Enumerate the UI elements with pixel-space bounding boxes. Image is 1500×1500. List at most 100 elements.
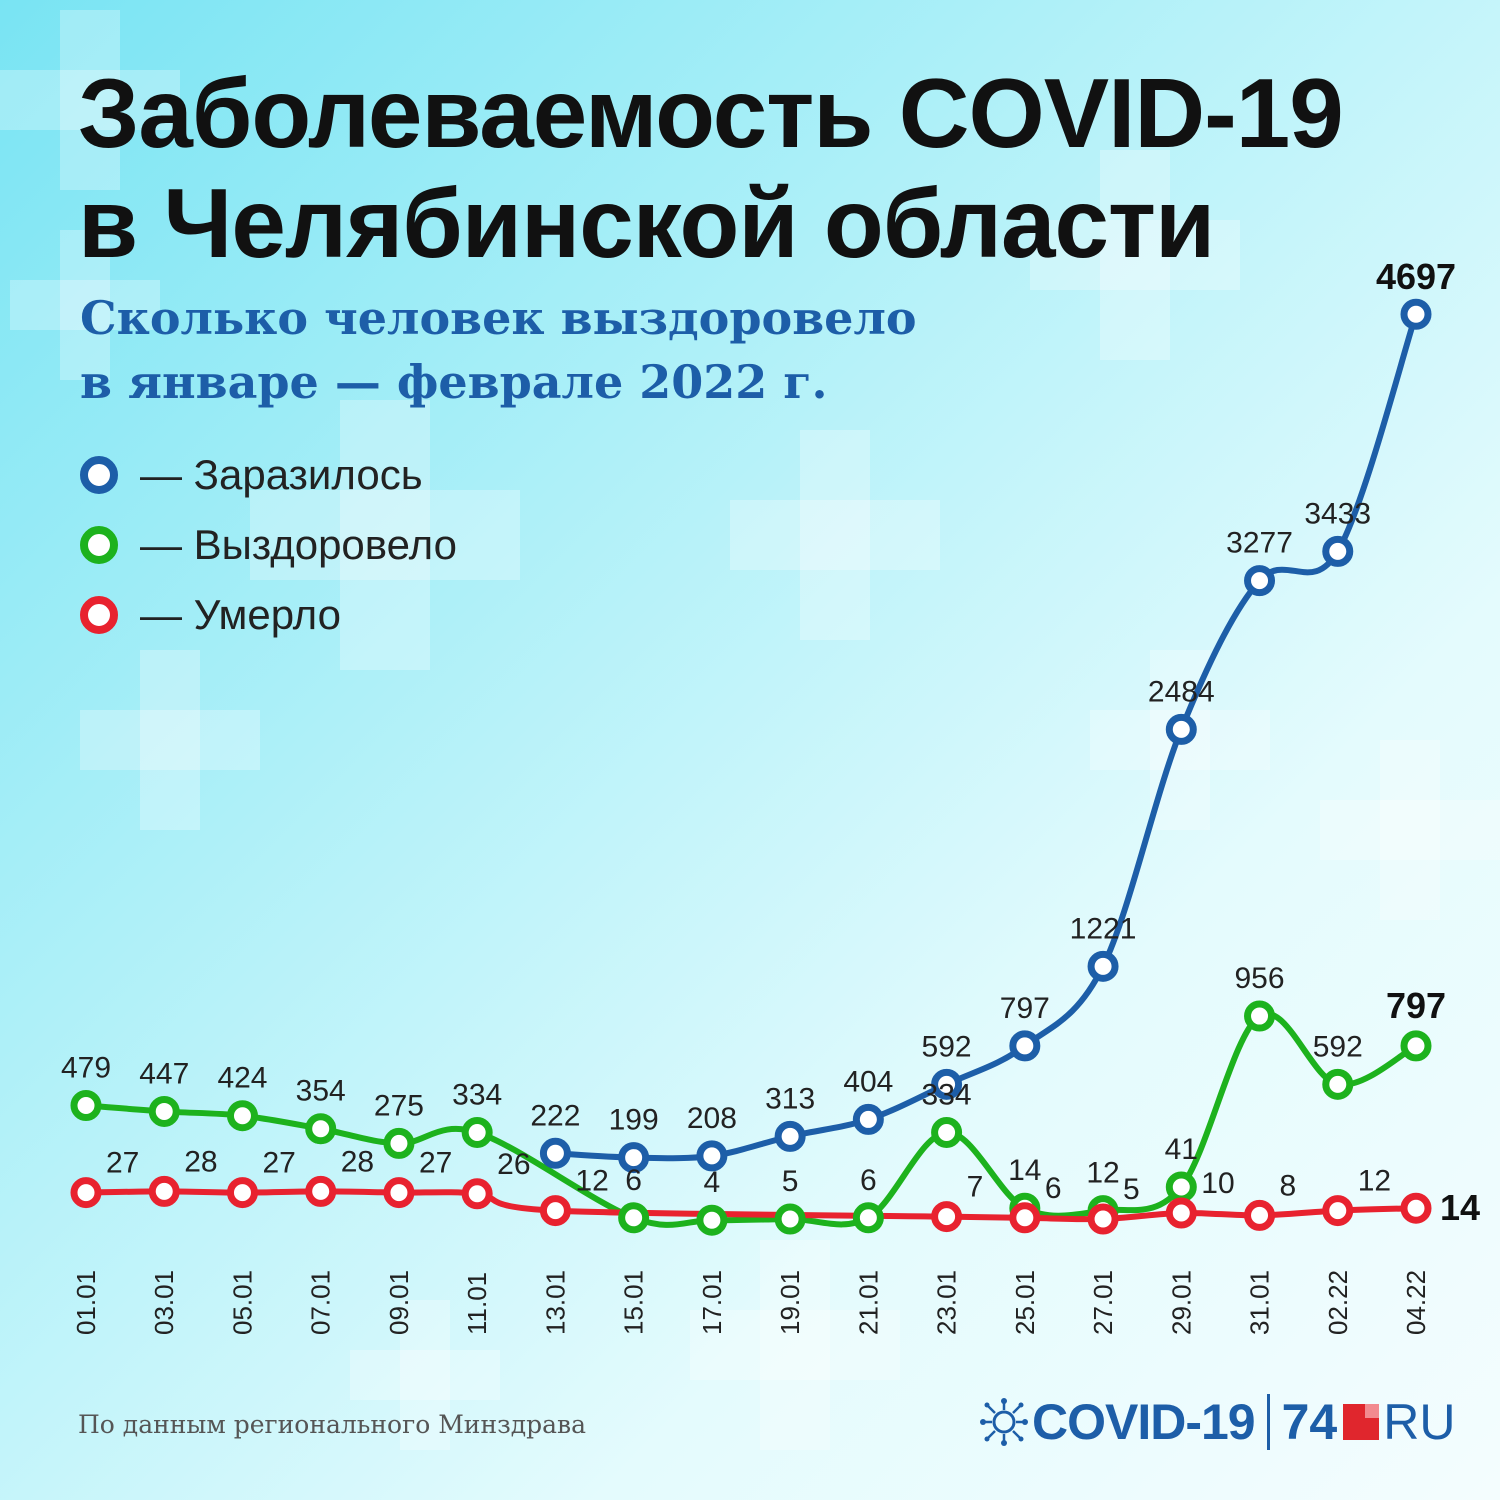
- point-died-2: [226, 1177, 258, 1209]
- point-infected-16: [1322, 535, 1354, 567]
- subtitle-line-2: в январе — феврале 2022 г.: [80, 355, 828, 409]
- point-died-0: [70, 1177, 102, 1209]
- x-tick-3: 07.01: [306, 1270, 336, 1335]
- data-label-recovered-9: 5: [782, 1165, 799, 1198]
- data-label-recovered-16: 592: [1313, 1030, 1363, 1063]
- data-label-died-14: 10: [1201, 1167, 1234, 1200]
- point-recovered-3: [305, 1113, 337, 1145]
- data-label-died-1: 28: [184, 1145, 217, 1178]
- virus-icon: [980, 1398, 1028, 1446]
- point-died-11: [931, 1201, 963, 1233]
- data-label-died-5: 26: [497, 1148, 530, 1181]
- x-tick-16: 02.22: [1323, 1270, 1353, 1335]
- legend-marker-infected: [80, 456, 118, 494]
- data-label-died-4: 27: [419, 1147, 452, 1180]
- data-label-recovered-11: 334: [922, 1078, 972, 1111]
- chart-lines: [83, 311, 1419, 1228]
- point-recovered-7: [618, 1202, 650, 1234]
- data-label-died-15: 8: [1280, 1169, 1297, 1202]
- point-died-13: [1087, 1203, 1119, 1235]
- legend-item-died: — Умерло: [80, 580, 457, 650]
- data-label-died-17: 14: [1440, 1187, 1480, 1228]
- point-recovered-8: [696, 1204, 728, 1236]
- series-line-died: [83, 1188, 1419, 1223]
- title-line-2: в Челябинской области: [78, 168, 1215, 278]
- chart-markers: [70, 298, 1432, 1236]
- x-tick-5: 11.01: [462, 1272, 492, 1335]
- data-label-infected-7: 199: [609, 1104, 659, 1137]
- x-tick-9: 19.01: [775, 1270, 805, 1335]
- x-tick-13: 27.01: [1088, 1270, 1118, 1335]
- data-label-died-12: 6: [1045, 1172, 1062, 1205]
- data-label-infected-14: 2484: [1148, 675, 1215, 708]
- point-infected-6: [539, 1137, 571, 1169]
- point-infected-7: [618, 1142, 650, 1174]
- data-label-infected-17: 4697: [1376, 256, 1456, 297]
- x-tick-4: 09.01: [384, 1270, 414, 1335]
- x-tick-11: 23.01: [932, 1270, 962, 1335]
- x-tick-8: 17.01: [697, 1270, 727, 1335]
- point-recovered-14: [1165, 1171, 1197, 1203]
- x-tick-6: 13.01: [540, 1270, 570, 1335]
- point-died-1: [148, 1175, 180, 1207]
- data-label-recovered-15: 956: [1234, 962, 1284, 995]
- x-tick-0: 01.01: [71, 1270, 101, 1335]
- point-died-16: [1322, 1195, 1354, 1227]
- data-label-recovered-2: 424: [217, 1062, 267, 1095]
- data-label-recovered-4: 275: [374, 1089, 424, 1122]
- brand-number: 74: [1281, 1394, 1338, 1450]
- point-infected-11: [931, 1068, 963, 1100]
- data-label-infected-6: 222: [530, 1099, 580, 1132]
- point-infected-14: [1165, 713, 1197, 745]
- data-label-died-13: 5: [1123, 1173, 1140, 1206]
- point-infected-13: [1087, 950, 1119, 982]
- title-line-1: Заболеваемость COVID-19: [78, 58, 1344, 168]
- point-died-12: [1009, 1202, 1041, 1234]
- data-label-died-3: 28: [341, 1145, 374, 1178]
- data-label-recovered-0: 479: [61, 1051, 111, 1084]
- subtitle-line-1: Сколько человек выздоровело: [80, 291, 917, 345]
- legend-item-infected: — Заразилось: [80, 440, 457, 510]
- x-tick-10: 21.01: [853, 1270, 883, 1335]
- point-infected-10: [852, 1103, 884, 1135]
- data-label-died-11: 7: [967, 1171, 984, 1204]
- point-infected-9: [774, 1120, 806, 1152]
- data-label-recovered-12: 14: [1008, 1154, 1041, 1187]
- data-label-infected-13: 1221: [1070, 912, 1137, 945]
- x-tick-1: 03.01: [149, 1270, 179, 1335]
- data-label-recovered-3: 354: [296, 1075, 346, 1108]
- legend-item-recovered: — Выздоровело: [80, 510, 457, 580]
- data-label-recovered-10: 6: [860, 1164, 877, 1197]
- x-tick-2: 05.01: [227, 1270, 257, 1335]
- point-died-17: [1400, 1192, 1432, 1224]
- point-died-6: [539, 1195, 571, 1227]
- data-label-infected-16: 3433: [1304, 497, 1371, 530]
- data-label-infected-9: 313: [765, 1082, 815, 1115]
- point-recovered-17: [1400, 1030, 1432, 1062]
- data-label-died-16: 12: [1358, 1165, 1391, 1198]
- page-title: Заболеваемость COVID-19 в Челябинской об…: [78, 58, 1344, 278]
- brand-covid-text: COVID-19: [1032, 1394, 1256, 1450]
- x-tick-17: 04.22: [1401, 1270, 1431, 1335]
- point-died-5: [461, 1178, 493, 1210]
- data-label-infected-10: 404: [843, 1065, 893, 1098]
- point-recovered-10: [852, 1202, 884, 1234]
- legend-label-infected: — Заразилось: [140, 451, 423, 498]
- point-infected-8: [696, 1140, 728, 1172]
- data-label-died-6: 12: [575, 1165, 608, 1198]
- data-label-infected-11: 592: [922, 1030, 972, 1063]
- series-line-infected: [552, 311, 1419, 1162]
- legend-label-recovered: — Выздоровело: [140, 521, 457, 568]
- x-tick-12: 25.01: [1010, 1270, 1040, 1335]
- point-recovered-5: [461, 1116, 493, 1148]
- data-label-recovered-17: 797: [1386, 985, 1446, 1026]
- data-label-recovered-14: 41: [1165, 1133, 1198, 1166]
- data-label-recovered-5: 334: [452, 1078, 502, 1111]
- point-died-15: [1244, 1199, 1276, 1231]
- point-recovered-4: [383, 1127, 415, 1159]
- point-died-14: [1165, 1197, 1197, 1229]
- x-tick-14: 29.01: [1166, 1270, 1196, 1335]
- data-label-died-2: 27: [262, 1147, 295, 1180]
- point-recovered-9: [774, 1203, 806, 1235]
